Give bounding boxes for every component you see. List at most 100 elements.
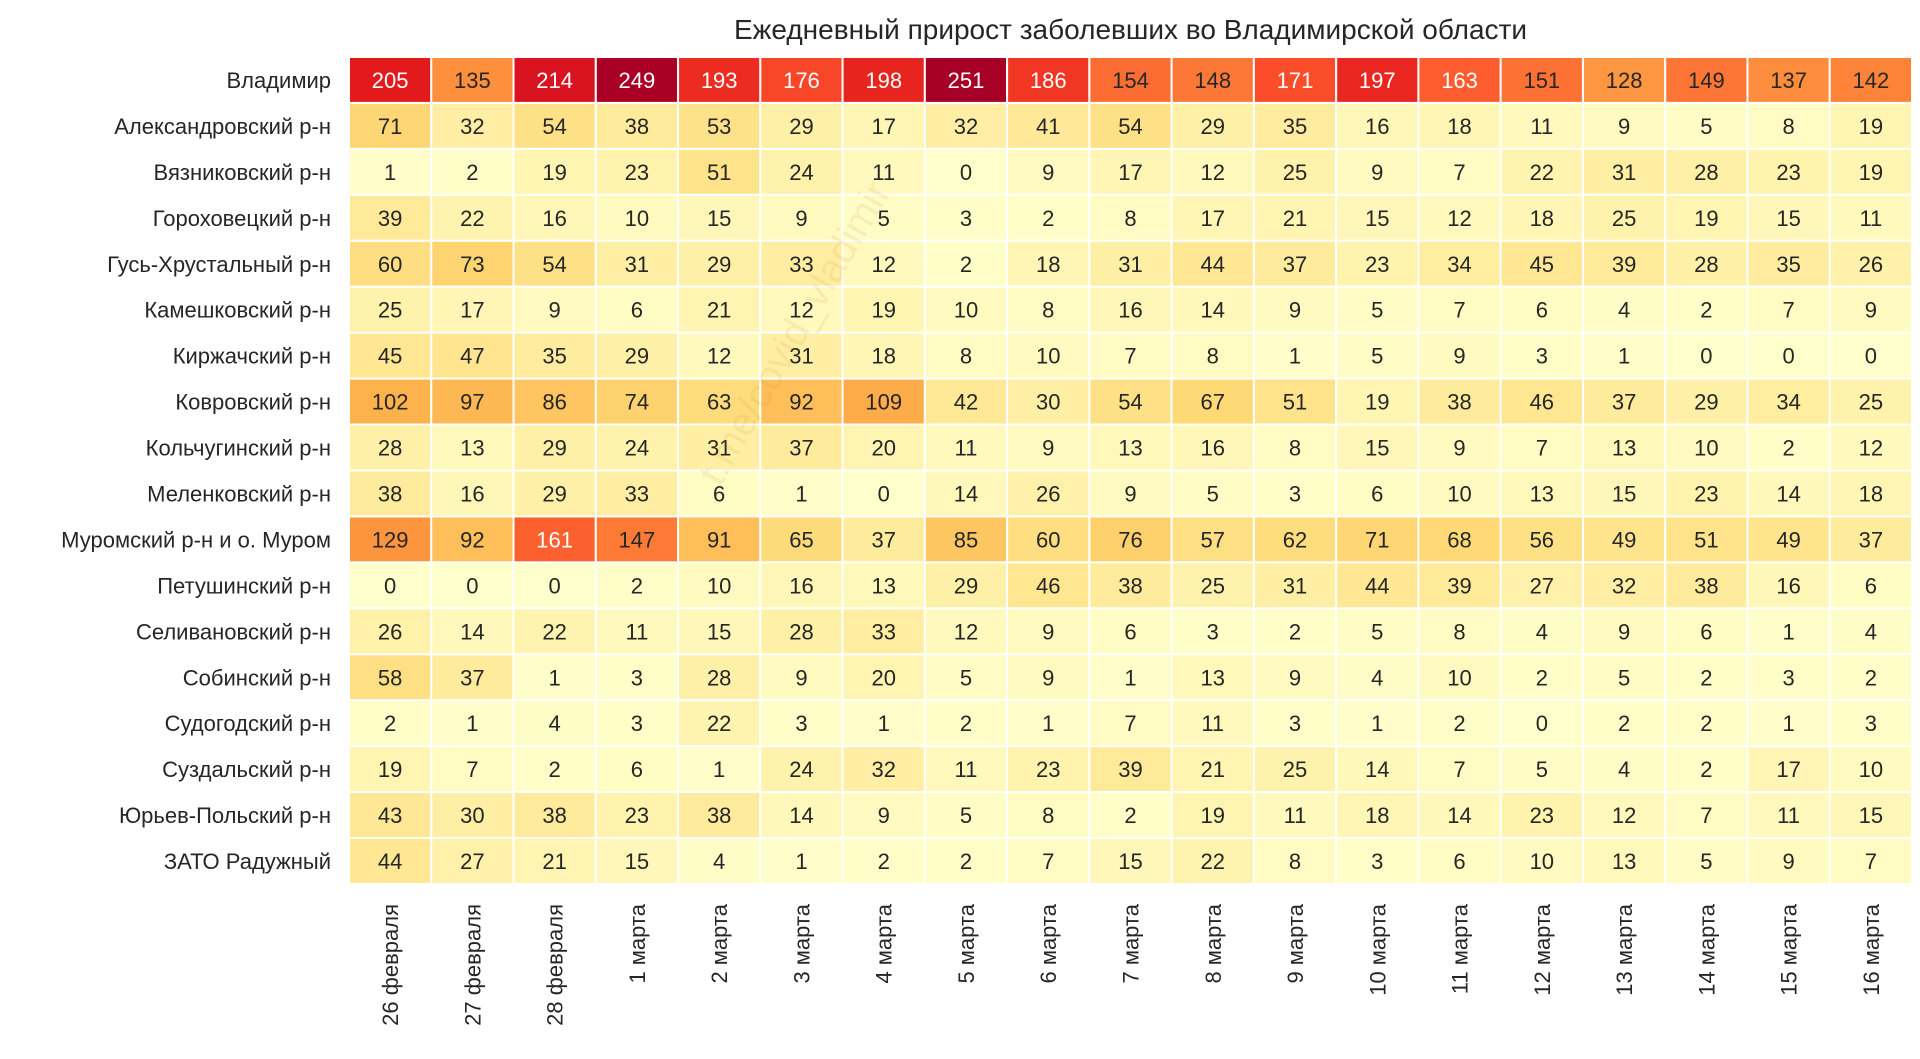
cell-value-label: 15 (1118, 849, 1142, 874)
cell-value-label: 13 (1530, 481, 1554, 506)
cell-value-label: 7 (1700, 803, 1712, 828)
heatmap-cell (1664, 653, 1749, 702)
cell-value-label: 9 (1289, 665, 1301, 690)
cell-value-label: 34 (1776, 390, 1800, 415)
cell-value-label: 1 (795, 849, 807, 874)
cell-value-label: 14 (1201, 298, 1225, 323)
heatmap-cell (1746, 285, 1831, 334)
heatmap-cell (348, 285, 433, 334)
heatmap-cell (1417, 699, 1502, 748)
heatmap-cell (1581, 56, 1667, 104)
cell-value-label: 29 (707, 252, 731, 277)
cell-value-label: 71 (1365, 527, 1389, 552)
heatmap-cell (923, 423, 1009, 472)
cell-value-label: 29 (542, 436, 566, 461)
heatmap-cell (594, 377, 680, 426)
column-label: 10 марта (1365, 903, 1390, 996)
cell-value-label: 6 (1536, 298, 1548, 323)
cell-value-label: 2 (1536, 665, 1548, 690)
row-label: Меленковский р-н (147, 481, 331, 506)
cell-value-label: 7 (1453, 757, 1465, 782)
cell-value-label: 8 (1453, 619, 1465, 644)
heatmap-cell (1499, 423, 1584, 472)
heatmap-cell (1746, 607, 1831, 656)
cell-value-label: 163 (1441, 68, 1478, 93)
cell-value-label: 1 (1042, 711, 1054, 736)
cell-value-label: 29 (954, 573, 978, 598)
cell-value-label: 19 (1694, 206, 1718, 231)
heatmap-cell (1746, 423, 1831, 472)
cell-value-label: 71 (378, 114, 402, 139)
heatmap-cell (1006, 561, 1091, 610)
cell-value-label: 5 (1536, 757, 1548, 782)
cell-value-label: 1 (549, 665, 561, 690)
heatmap-cell (1746, 837, 1831, 885)
column-label: 13 марта (1612, 903, 1637, 996)
cell-value-label: 38 (378, 481, 402, 506)
row-label: Юрьев-Польский р-н (119, 803, 331, 828)
cell-value-label: 5 (1618, 665, 1630, 690)
cell-value-label: 176 (783, 68, 820, 93)
cell-value-label: 197 (1359, 68, 1396, 93)
heatmap-cell (430, 745, 515, 794)
heatmap-cell (1581, 193, 1667, 242)
heatmap-cell (512, 285, 597, 334)
heatmap-cell (1664, 56, 1749, 104)
cell-value-label: 39 (378, 206, 402, 231)
heatmap-cell (841, 791, 926, 840)
heatmap-cell (759, 101, 844, 150)
cell-value-label: 28 (789, 619, 813, 644)
cell-value-label: 35 (542, 344, 566, 369)
cell-value-label: 251 (948, 68, 985, 93)
cell-value-label: 198 (865, 68, 902, 93)
cell-value-label: 2 (384, 711, 396, 736)
cell-value-label: 3 (631, 665, 643, 690)
cell-value-label: 32 (1612, 573, 1636, 598)
heatmap-cell (594, 285, 680, 334)
cell-value-label: 18 (1859, 481, 1883, 506)
cell-value-label: 8 (960, 344, 972, 369)
heatmap-cell (677, 653, 762, 702)
heatmap-cell (1170, 101, 1255, 150)
row-label: Кольчугинский р-н (146, 436, 331, 461)
cell-value-label: 2 (1782, 436, 1794, 461)
heatmap-cell (841, 561, 926, 610)
cell-value-label: 9 (795, 665, 807, 690)
cell-value-label: 33 (871, 619, 895, 644)
heatmap-cell (512, 469, 597, 518)
row-label: Суздальский р-н (162, 757, 331, 782)
heatmap-cell (1746, 515, 1831, 564)
heatmap-cell (512, 147, 597, 196)
cell-value-label: 29 (542, 481, 566, 506)
cell-value-label: 9 (1124, 481, 1136, 506)
cell-value-label: 60 (378, 252, 402, 277)
cell-value-label: 31 (625, 252, 649, 277)
cell-value-label: 3 (960, 206, 972, 231)
heatmap-cell (1828, 561, 1913, 610)
cell-value-label: 4 (1618, 757, 1630, 782)
cell-value-label: 5 (1207, 481, 1219, 506)
cell-value-label: 8 (1782, 114, 1794, 139)
cell-value-label: 12 (1201, 160, 1225, 185)
heatmap-cell (1581, 147, 1667, 196)
column-label: 14 марта (1694, 903, 1719, 996)
heatmap-cell (594, 699, 680, 748)
column-label: 12 марта (1530, 903, 1555, 996)
cell-value-label: 39 (1118, 757, 1142, 782)
heatmap-cell (1417, 653, 1502, 702)
heatmap-cell (677, 791, 762, 840)
column-label: 8 марта (1201, 903, 1226, 983)
cell-value-label: 17 (871, 114, 895, 139)
row-label: Муромский р-н и о. Муром (61, 527, 331, 552)
heatmap-cell (1828, 791, 1913, 840)
cell-value-label: 25 (1283, 757, 1307, 782)
cell-value-label: 11 (625, 619, 648, 644)
heatmap-cell (1252, 607, 1338, 656)
cell-value-label: 23 (1530, 803, 1554, 828)
heatmap-cell (841, 331, 926, 380)
cell-value-label: 9 (1782, 849, 1794, 874)
heatmap-cell (1252, 285, 1338, 334)
cell-value-label: 214 (536, 68, 573, 93)
cell-value-label: 18 (1365, 803, 1389, 828)
heatmap-cell (1170, 607, 1255, 656)
